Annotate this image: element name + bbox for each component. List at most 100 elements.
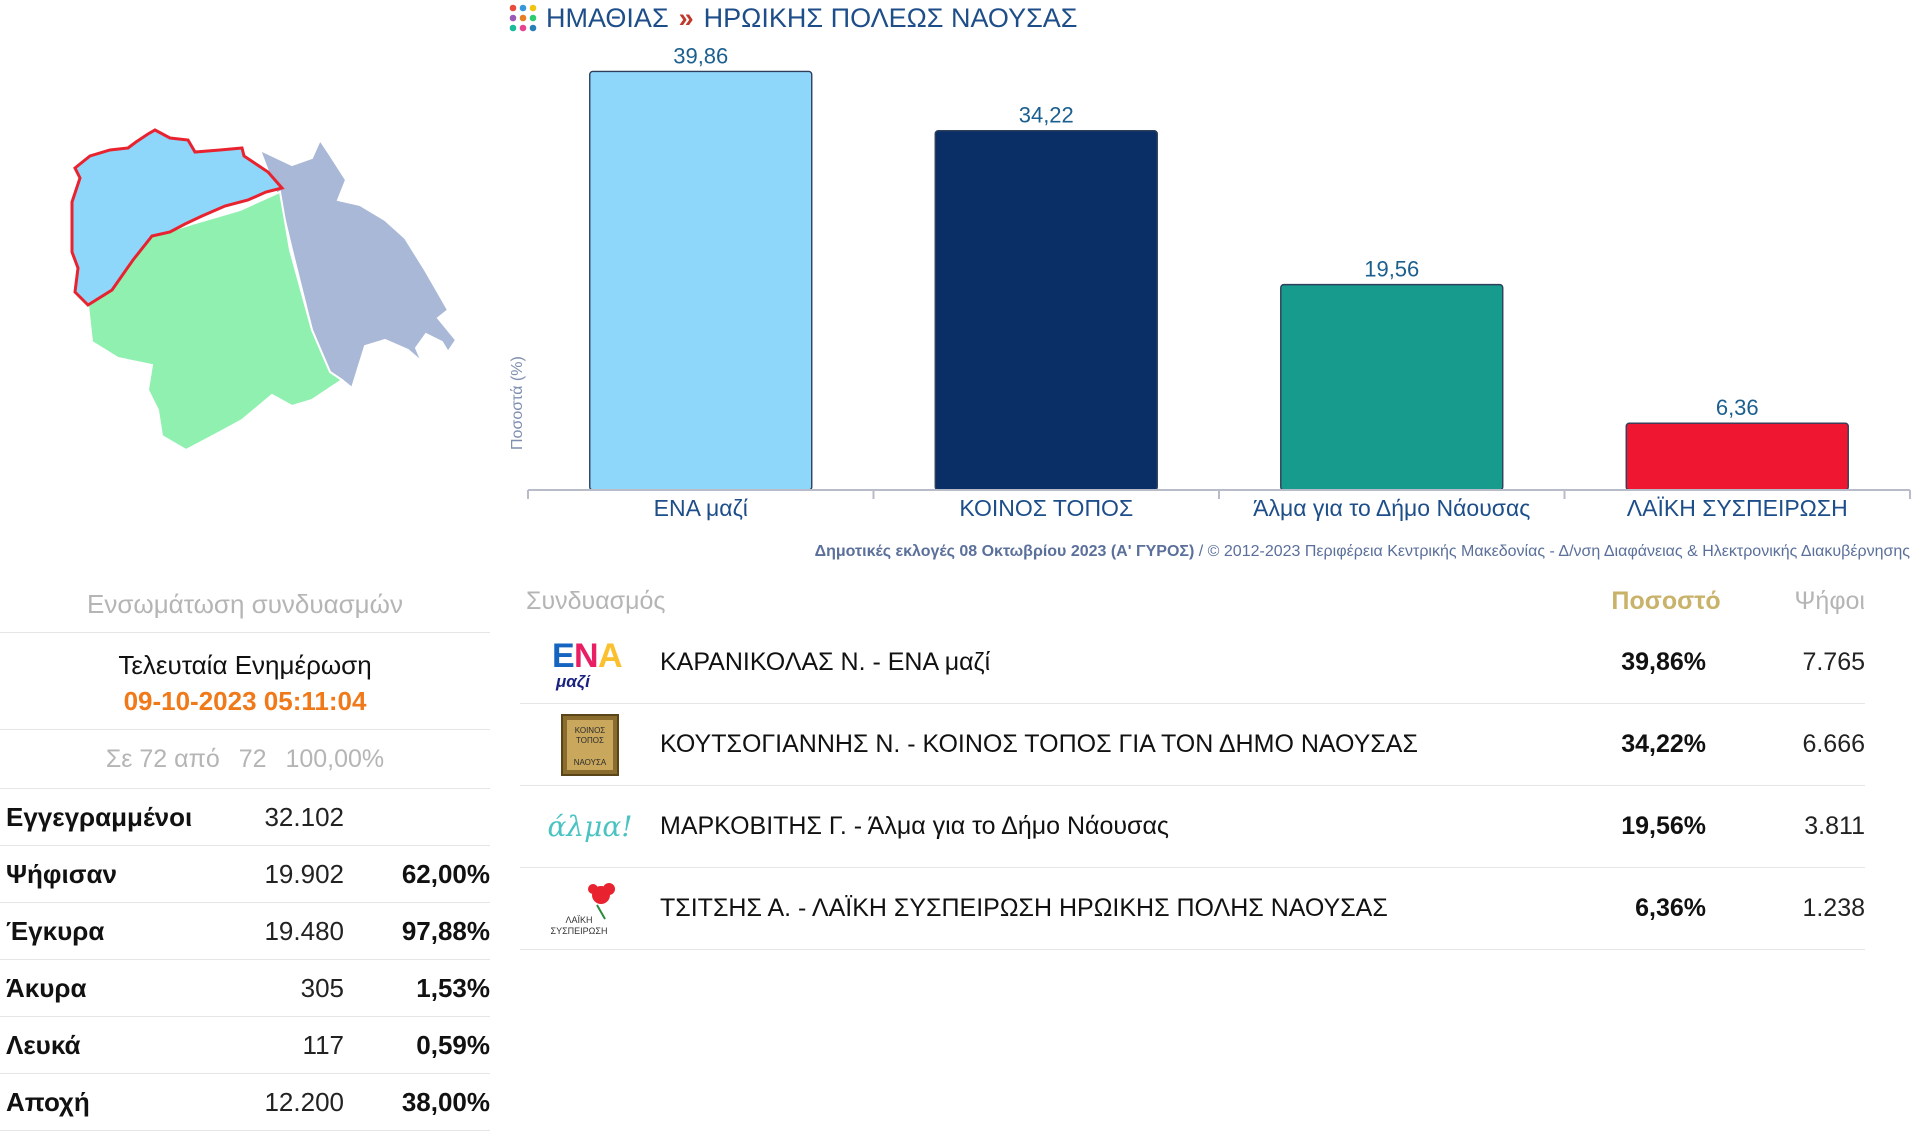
stat-label: Έγκυρα xyxy=(6,915,105,946)
stat-row: Άκυρα 305 1,53% xyxy=(0,960,490,1017)
stat-percent: 0,59% xyxy=(416,1029,490,1060)
bar[interactable] xyxy=(1280,283,1504,491)
credit-line: Δημοτικές εκλογές 08 Οκτωβρίου 2023 (Α' … xyxy=(500,543,1910,561)
header-votes: Ψήφοι xyxy=(1794,586,1865,615)
party-logo: ΛΑΪΚΗ ΣΥΣΠΕΙΡΩΣΗ xyxy=(520,874,660,944)
stat-value: 117 xyxy=(302,1029,344,1060)
svg-text:Α: Α xyxy=(598,637,623,675)
bar[interactable] xyxy=(1625,422,1849,491)
section-heading: Ενσωμάτωση συνδυασμών xyxy=(0,578,490,633)
party-name: ΚΑΡΑΝΙΚΟΛΑΣ Ν. - ΕΝΑ μαζί xyxy=(660,648,991,676)
stat-value: 32.102 xyxy=(264,801,344,832)
map-region-south[interactable] xyxy=(86,190,344,450)
party-votes: 7.765 xyxy=(1802,648,1865,676)
result-row[interactable]: ΛΑΪΚΗ ΣΥΣΠΕΙΡΩΣΗ ΤΣΙΤΣΗΣ Α. - ΛΑΪΚΗ ΣΥΣΠΕΙ… xyxy=(520,868,1865,950)
bar-group: 39,86 34,22 19,56 6,36 xyxy=(589,43,1849,491)
results-header: Συνδυασμός Ποσοστό Ψήφοι xyxy=(520,580,1865,622)
party-votes: 1.238 xyxy=(1802,894,1865,922)
svg-text:ΣΥΣΠΕΙΡΩΣΗ: ΣΥΣΠΕΙΡΩΣΗ xyxy=(551,926,608,936)
stat-label: Ψήφισαν xyxy=(6,858,117,889)
bar-value-label: 6,36 xyxy=(1716,395,1759,420)
x-tick-label: Άλμα για το Δήμο Νάουσας xyxy=(1253,495,1530,521)
party-logo: άλμα! xyxy=(520,792,660,862)
party-percent: 6,36% xyxy=(1635,894,1706,922)
counting-progress: Σε 72 από 72 100,00% xyxy=(0,730,490,789)
last-update-timestamp: 09-10-2023 05:11:04 xyxy=(123,686,367,716)
svg-text:Ε: Ε xyxy=(552,637,575,675)
stat-percent: 38,00% xyxy=(401,1086,490,1117)
header-party: Συνδυασμός xyxy=(526,586,666,615)
header-percent: Ποσοστό xyxy=(1611,586,1721,615)
svg-text:ΝΑΟΥΣΑ: ΝΑΟΥΣΑ xyxy=(574,758,607,767)
stat-value: 19.902 xyxy=(264,858,344,889)
bar-value-label: 39,86 xyxy=(673,43,728,68)
party-name: ΜΑΡΚΟΒΙΤΗΣ Γ. - Άλμα για το Δήμο Νάουσας xyxy=(660,812,1169,840)
x-tick-label: ΚΟΙΝΟΣ ΤΟΠΟΣ xyxy=(959,495,1133,521)
copyright-text: / © 2012-2023 Περιφέρεια Κεντρικής Μακεδ… xyxy=(1194,543,1910,560)
y-axis-label: Ποσοστά (%) xyxy=(509,356,526,450)
stat-row: Έγκυρα 19.480 97,88% xyxy=(0,903,490,960)
results-bar-chart: 39,86 34,22 19,56 6,36 ΕΝΑ μαζί ΚΟΙΝΟΣ ΤΟΠΟΣ… xyxy=(509,43,1911,521)
stat-row: Εγγεγραμμένοι 32.102 xyxy=(0,789,490,846)
stat-label: Αποχή xyxy=(6,1086,90,1117)
stat-percent: 62,00% xyxy=(401,858,490,889)
svg-text:ΛΑΪΚΗ: ΛΑΪΚΗ xyxy=(565,915,592,925)
result-row[interactable]: άλμα! ΜΑΡΚΟΒΙΤΗΣ Γ. - Άλμα για το Δήμο Νά… xyxy=(520,786,1865,868)
stat-row: Ψήφισαν 19.902 62,00% xyxy=(0,846,490,903)
progress-percent: 100,00% xyxy=(285,745,385,773)
party-votes: 3.811 xyxy=(1804,812,1865,840)
result-row[interactable]: ΚΟΙΝΟΣ ΤΟΠΟΣ ΝΑΟΥΣΑ ΚΟΥΤΣΟΓΙΑΝΝΗΣ Ν. - ΚΟΙΝ… xyxy=(520,704,1865,786)
progress-total: 72 xyxy=(238,745,267,773)
last-update-title: Τελευταία Ενημέρωση xyxy=(118,650,372,680)
svg-text:ΤΟΠΟΣ: ΤΟΠΟΣ xyxy=(576,736,604,745)
bar-value-label: 19,56 xyxy=(1364,257,1419,282)
bar[interactable] xyxy=(589,70,813,491)
svg-text:ΚΟΙΝΟΣ: ΚΟΙΝΟΣ xyxy=(575,726,606,735)
stat-label: Λευκά xyxy=(6,1029,81,1060)
party-votes: 6.666 xyxy=(1802,730,1865,758)
svg-text:άλμα!: άλμα! xyxy=(547,810,632,843)
x-tick-label: ΕΝΑ μαζί xyxy=(654,495,748,521)
party-percent: 39,86% xyxy=(1621,648,1706,676)
stat-label: Εγγεγραμμένοι xyxy=(6,801,193,832)
stat-value: 12.200 xyxy=(264,1086,344,1117)
stat-percent: 97,88% xyxy=(401,915,490,946)
alma-logo: άλμα! xyxy=(547,810,632,843)
bar[interactable] xyxy=(934,129,1158,491)
party-name: ΤΣΙΤΣΗΣ Α. - ΛΑΪΚΗ ΣΥΣΠΕΙΡΩΣΗ ΗΡΩΙΚΗΣ ΠΟ… xyxy=(660,894,1388,922)
election-title: Δημοτικές εκλογές 08 Οκτωβρίου 2023 (Α' … xyxy=(814,543,1195,560)
last-update: Τελευταία Ενημέρωση 09-10-2023 05:11:04 xyxy=(0,633,490,730)
party-percent: 19,56% xyxy=(1621,812,1706,840)
colored-dots-icon xyxy=(509,4,537,32)
x-axis-labels: ΕΝΑ μαζί ΚΟΙΝΟΣ ΤΟΠΟΣ Άλμα για το Δήμο Νάο… xyxy=(654,495,1848,521)
breadcrumb-municipality: ΗΡΩΙΚΗΣ ΠΟΛΕΩΣ ΝΑΟΥΣΑΣ xyxy=(703,2,1078,33)
stat-label: Άκυρα xyxy=(6,972,87,1003)
party-name: ΚΟΥΤΣΟΓΙΑΝΝΗΣ Ν. - ΚΟΙΝΟΣ ΤΟΠΟΣ ΓΙΑ ΤΟΝ … xyxy=(660,730,1418,758)
stat-percent: 1,53% xyxy=(416,972,490,1003)
stat-row: Αποχή 12.200 38,00% xyxy=(0,1074,490,1131)
stat-value: 19.480 xyxy=(264,915,344,946)
x-tick-label: ΛΑΪΚΗ ΣΥΣΠΕΙΡΩΣΗ xyxy=(1627,495,1848,521)
x-axis-ticks xyxy=(527,490,1911,499)
svg-text:Ν: Ν xyxy=(574,637,599,675)
stat-row: Λευκά 117 0,59% xyxy=(0,1017,490,1074)
breadcrumb-separator: » xyxy=(678,2,694,33)
party-logo: ΚΟΙΝΟΣ ΤΟΠΟΣ ΝΑΟΥΣΑ xyxy=(520,710,660,780)
progress-prefix: Σε 72 από xyxy=(105,745,220,773)
map-region-naousa-selected[interactable] xyxy=(70,128,285,307)
breadcrumb: ΗΜΑΘΙΑΣ » ΗΡΩΙΚΗΣ ΠΟΛΕΩΣ ΝΑΟΥΣΑΣ xyxy=(508,2,1077,34)
bar-value-label: 34,22 xyxy=(1019,103,1074,128)
municipality-map xyxy=(70,128,458,450)
summary-panel: Ενσωμάτωση συνδυασμών Τελευταία Ενημέρωσ… xyxy=(0,578,490,1131)
stats-table: Εγγεγραμμένοι 32.102 Ψήφισαν 19.902 62,00% Έγ… xyxy=(0,789,490,1131)
breadcrumb-region-link[interactable]: ΗΜΑΘΙΑΣ xyxy=(546,2,669,33)
svg-text:μαζί: μαζί xyxy=(555,672,591,691)
stat-value: 305 xyxy=(300,972,344,1003)
